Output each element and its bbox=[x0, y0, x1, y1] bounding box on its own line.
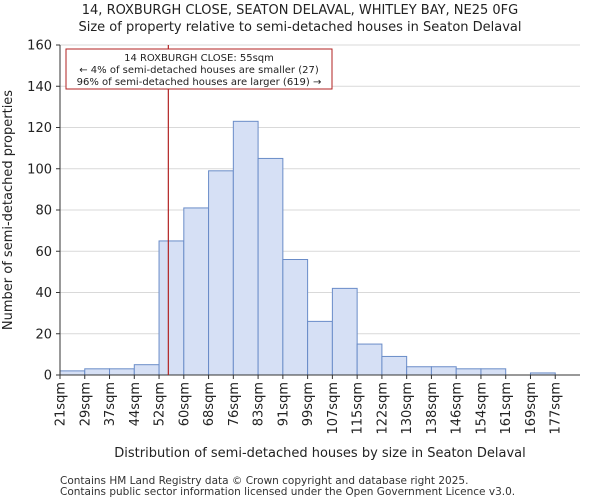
footer-copyright: Contains HM Land Registry data © Crown c… bbox=[60, 475, 469, 487]
chart-title: 14, ROXBURGH CLOSE, SEATON DELAVAL, WHIT… bbox=[81, 3, 519, 18]
x-axis-label: Distribution of semi-detached houses by … bbox=[114, 446, 525, 461]
histogram-bar bbox=[84, 368, 111, 376]
footer-licence: Contains public sector information licen… bbox=[60, 486, 516, 498]
annotation-box bbox=[65, 48, 333, 90]
x-tick-label: 76sqm bbox=[227, 382, 242, 426]
histogram-bar bbox=[257, 157, 284, 376]
x-tick-label: 177sqm bbox=[549, 382, 564, 435]
x-tick-label: 44sqm bbox=[128, 382, 143, 426]
chart-subtitle: Size of property relative to semi-detach… bbox=[78, 20, 522, 35]
x-tick-label: 169sqm bbox=[524, 382, 539, 435]
histogram-bar bbox=[381, 355, 408, 376]
x-tick-label: 130sqm bbox=[400, 382, 415, 435]
y-tick-label: 120 bbox=[27, 121, 52, 136]
histogram-bar bbox=[356, 343, 383, 376]
x-tick-label: 99sqm bbox=[301, 382, 316, 426]
x-tick-label: 68sqm bbox=[202, 382, 217, 426]
histogram-bar bbox=[406, 366, 432, 376]
x-tick-label: 52sqm bbox=[153, 382, 168, 426]
annotation-line: 14 ROXBURGH CLOSE: 55sqm bbox=[124, 53, 274, 64]
y-tick-label: 0 bbox=[44, 369, 52, 384]
x-tick-label: 161sqm bbox=[499, 382, 514, 435]
y-tick-label: 40 bbox=[35, 286, 52, 301]
x-tick-label: 115sqm bbox=[351, 382, 366, 435]
x-tick-label: 37sqm bbox=[103, 382, 118, 426]
x-tick-label: 91sqm bbox=[276, 382, 291, 426]
x-tick-label: 138sqm bbox=[425, 382, 440, 435]
x-tick-label: 83sqm bbox=[252, 382, 267, 426]
y-tick-label: 140 bbox=[27, 80, 52, 95]
histogram-bar bbox=[208, 170, 234, 376]
y-tick-label: 80 bbox=[35, 204, 52, 219]
x-tick-label: 107sqm bbox=[326, 382, 341, 435]
histogram-bar bbox=[109, 368, 135, 376]
x-tick-label: 29sqm bbox=[78, 382, 93, 426]
histogram-bar bbox=[430, 366, 457, 376]
histogram-bar bbox=[232, 120, 259, 376]
histogram-bar bbox=[455, 368, 482, 376]
y-tick-label: 60 bbox=[35, 245, 52, 260]
x-tick-label: 60sqm bbox=[177, 382, 192, 426]
histogram-chart: 0 20 40 60 80 100 120 140 160 21sqm 29sqm 37sqm 44sq… bbox=[1, 39, 580, 461]
histogram-bar bbox=[480, 368, 507, 376]
x-tick-label: 21sqm bbox=[54, 382, 69, 426]
x-tick-label: 146sqm bbox=[450, 382, 465, 435]
histogram-bar bbox=[59, 370, 86, 376]
histogram-bar bbox=[133, 364, 160, 376]
annotation-line: ← 4% of semi-detached houses are smaller… bbox=[79, 65, 319, 76]
histogram-bar bbox=[183, 207, 210, 376]
histogram-bar bbox=[282, 259, 309, 376]
histogram-bar bbox=[158, 240, 185, 376]
y-axis-label: Number of semi-detached properties bbox=[1, 90, 16, 330]
x-tick-label: 122sqm bbox=[375, 382, 390, 435]
histogram-bar bbox=[307, 320, 333, 376]
y-tick-label: 20 bbox=[35, 327, 52, 342]
x-tick-label: 154sqm bbox=[474, 382, 489, 435]
y-tick-label: 160 bbox=[27, 39, 52, 54]
histogram-bar bbox=[331, 287, 358, 376]
y-tick-label: 100 bbox=[27, 162, 52, 177]
annotation-line: 96% of semi-detached houses are larger (… bbox=[77, 77, 322, 88]
